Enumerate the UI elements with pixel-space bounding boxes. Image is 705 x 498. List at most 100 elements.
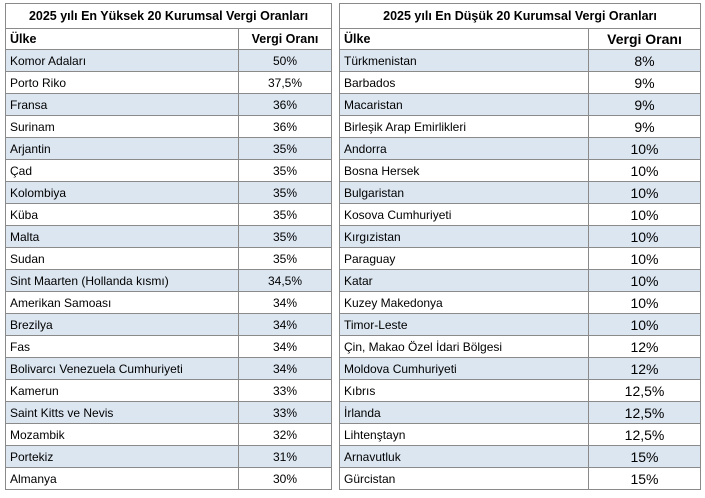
- column-header: Vergi Oranı: [238, 28, 332, 50]
- table-row: Kolombiya 35%: [5, 181, 332, 204]
- table-row: Moldova Cumhuriyeti 12%: [339, 357, 702, 380]
- table-row: Lihtenştayn 12,5%: [339, 423, 702, 446]
- tax-rate: 12%: [587, 335, 702, 358]
- country: Portekiz: [5, 445, 239, 468]
- tax-rate: 12,5%: [587, 401, 702, 424]
- table-row: Macaristan 9%: [339, 93, 702, 116]
- country: Komor Adaları: [5, 49, 239, 72]
- table-row: Paraguay 10%: [339, 247, 702, 270]
- table-row: Çad 35%: [5, 159, 332, 182]
- table-row: Çin, Makao Özel İdari Bölgesi 12%: [339, 335, 702, 358]
- country: Macaristan: [339, 93, 589, 116]
- table-title: 2025 yılı En Yüksek 20 Kurumsal Vergi Or…: [5, 3, 332, 29]
- country: Sudan: [5, 247, 239, 270]
- table-row: Almanya 30%: [5, 467, 332, 490]
- country: Fransa: [5, 93, 239, 116]
- tax-rate: 12,5%: [587, 423, 702, 446]
- tax-rate: 34%: [238, 291, 332, 314]
- tax-rate: 34%: [238, 335, 332, 358]
- country: Malta: [5, 225, 239, 248]
- country: Mozambik: [5, 423, 239, 446]
- tax-rate: 32%: [238, 423, 332, 446]
- table-row: Bosna Hersek 10%: [339, 159, 702, 182]
- tax-rate: 36%: [238, 115, 332, 138]
- country: Kıbrıs: [339, 379, 589, 402]
- tax-rate: 9%: [587, 93, 702, 116]
- country: Kuzey Makedonya: [339, 291, 589, 314]
- country: Brezilya: [5, 313, 239, 336]
- tax-rate: 10%: [587, 269, 702, 292]
- tax-rate: 33%: [238, 379, 332, 402]
- table-row: Kosova Cumhuriyeti 10%: [339, 203, 702, 226]
- table-row: Türkmenistan 8%: [339, 49, 702, 72]
- low-tax-table: 2025 yılı En Düşük 20 Kurumsal Vergi Ora…: [338, 3, 702, 490]
- tax-rate: 37,5%: [238, 71, 332, 94]
- high-tax-table: 2025 yılı En Yüksek 20 Kurumsal Vergi Or…: [5, 3, 332, 490]
- table-row: Mozambik 32%: [5, 423, 332, 446]
- tax-rate: 15%: [587, 467, 702, 490]
- country: Kamerun: [5, 379, 239, 402]
- tax-rate: 10%: [587, 137, 702, 160]
- table-row: İrlanda 12,5%: [339, 401, 702, 424]
- tax-rate: 34%: [238, 357, 332, 380]
- country: Arjantin: [5, 137, 239, 160]
- country: Timor-Leste: [339, 313, 589, 336]
- tax-rate: 10%: [587, 203, 702, 226]
- country: Almanya: [5, 467, 239, 490]
- tax-rate: 35%: [238, 181, 332, 204]
- table-row: Küba 35%: [5, 203, 332, 226]
- column-header: Ülke: [5, 28, 239, 50]
- table-row: Barbados 9%: [339, 71, 702, 94]
- country: İrlanda: [339, 401, 589, 424]
- country: Türkmenistan: [339, 49, 589, 72]
- country: Paraguay: [339, 247, 589, 270]
- header-row: Ülke Vergi Oranı: [339, 28, 702, 50]
- country: Çin, Makao Özel İdari Bölgesi: [339, 335, 589, 358]
- table-row: Brezilya 34%: [5, 313, 332, 336]
- table-row: Katar 10%: [339, 269, 702, 292]
- country: Kırgızistan: [339, 225, 589, 248]
- country: Barbados: [339, 71, 589, 94]
- table-row: Saint Kitts ve Nevis 33%: [5, 401, 332, 424]
- table-row: Surinam 36%: [5, 115, 332, 138]
- country: Fas: [5, 335, 239, 358]
- table-row: Kırgızistan 10%: [339, 225, 702, 248]
- table-row: Fas 34%: [5, 335, 332, 358]
- country: Andorra: [339, 137, 589, 160]
- tax-rate: 50%: [238, 49, 332, 72]
- column-header: Ülke: [339, 28, 589, 50]
- table-title: 2025 yılı En Düşük 20 Kurumsal Vergi Ora…: [338, 3, 702, 29]
- tax-rate: 9%: [587, 115, 702, 138]
- country: Amerikan Samoası: [5, 291, 239, 314]
- country: Gürcistan: [339, 467, 589, 490]
- tax-rate: 34%: [238, 313, 332, 336]
- tax-rate: 12,5%: [587, 379, 702, 402]
- column-header: Vergi Oranı: [587, 28, 702, 50]
- country: Lihtenştayn: [339, 423, 589, 446]
- table-row: Birleşik Arap Emirlikleri 9%: [339, 115, 702, 138]
- tax-rate: 8%: [587, 49, 702, 72]
- tax-rate: 12%: [587, 357, 702, 380]
- tax-rate: 15%: [587, 445, 702, 468]
- table-row: Arjantin 35%: [5, 137, 332, 160]
- title-row: 2025 yılı En Yüksek 20 Kurumsal Vergi Or…: [5, 3, 332, 29]
- tax-rate: 35%: [238, 137, 332, 160]
- country: Birleşik Arap Emirlikleri: [339, 115, 589, 138]
- table-row: Malta 35%: [5, 225, 332, 248]
- country: Surinam: [5, 115, 239, 138]
- table-row: Gürcistan 15%: [339, 467, 702, 490]
- tax-rate: 30%: [238, 467, 332, 490]
- tax-rate: 35%: [238, 247, 332, 270]
- tax-rate: 9%: [587, 71, 702, 94]
- table-row: Timor-Leste 10%: [339, 313, 702, 336]
- table-row: Amerikan Samoası 34%: [5, 291, 332, 314]
- table-row: Portekiz 31%: [5, 445, 332, 468]
- header-row: Ülke Vergi Oranı: [5, 28, 332, 50]
- title-row: 2025 yılı En Düşük 20 Kurumsal Vergi Ora…: [338, 3, 702, 29]
- country: Saint Kitts ve Nevis: [5, 401, 239, 424]
- table-row: Porto Riko 37,5%: [5, 71, 332, 94]
- tax-rate: 35%: [238, 225, 332, 248]
- tax-rate: 35%: [238, 159, 332, 182]
- table-row: Bolivarcı Venezuela Cumhuriyeti 34%: [5, 357, 332, 380]
- country: Sint Maarten (Hollanda kısmı): [5, 269, 239, 292]
